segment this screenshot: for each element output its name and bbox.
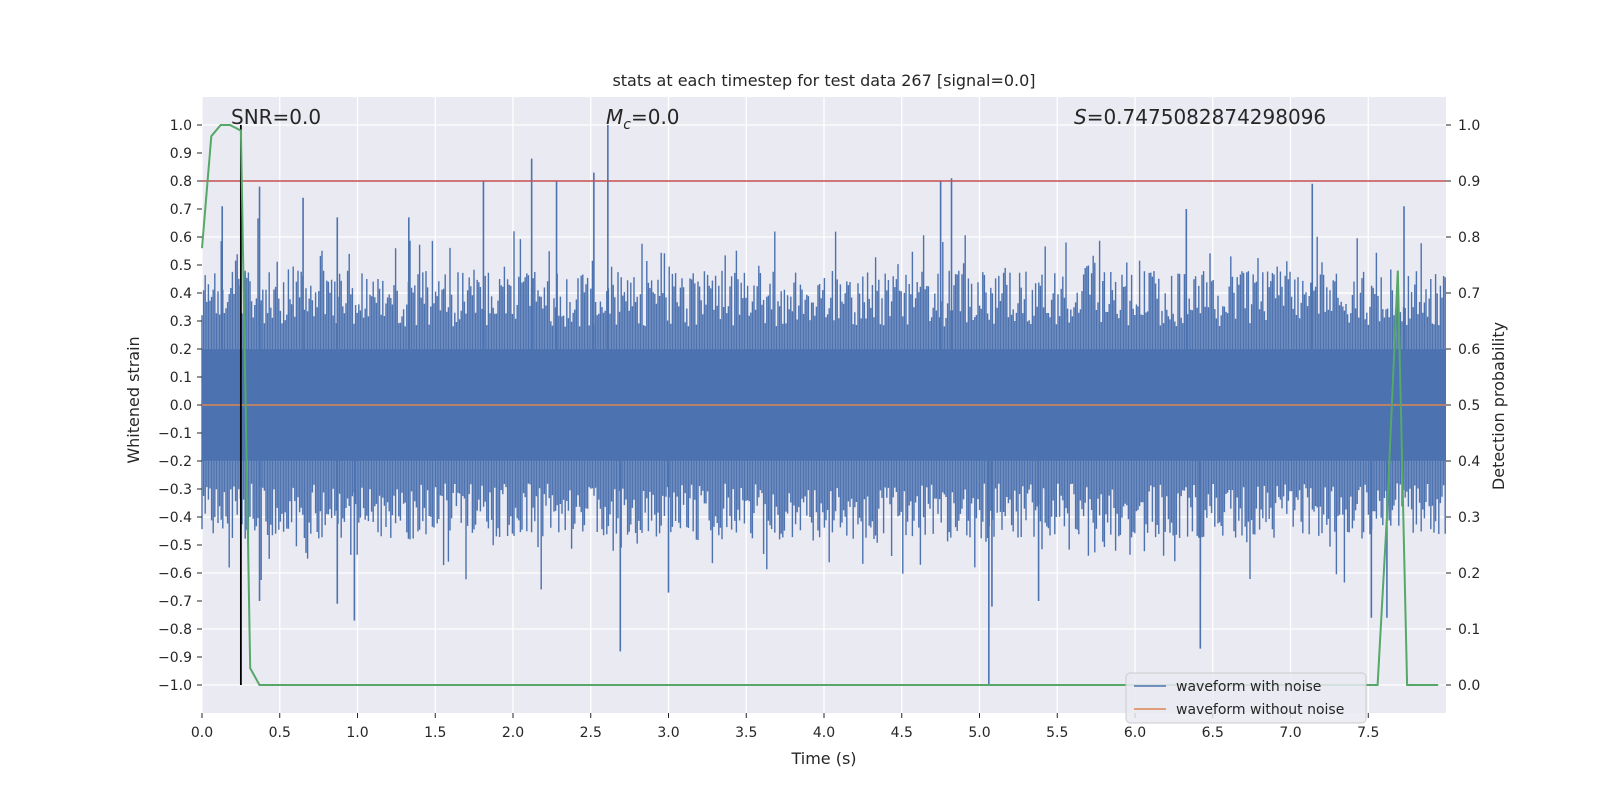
x-axis-label: Time (s)	[790, 749, 856, 768]
y-tick-label: −0.8	[158, 622, 192, 638]
y2-tick-label: 0.5	[1458, 398, 1480, 414]
y-tick-label: 0.2	[170, 342, 192, 358]
series-detection-probability	[201, 124, 1439, 686]
y2-tick-label: 1.0	[1458, 118, 1480, 134]
x-tick-label: 7.0	[1279, 725, 1301, 741]
y-tick-label: −0.2	[158, 454, 192, 470]
x-tick-label: 4.5	[891, 725, 913, 741]
y-tick-label: 0.9	[170, 146, 192, 162]
y2-tick-label: 0.4	[1458, 454, 1480, 470]
x-tick-label: 0.0	[191, 725, 213, 741]
y-tick-label: 0.7	[170, 202, 192, 218]
y-tick-label: 0.1	[170, 370, 192, 386]
y-tick-label: −0.4	[158, 510, 192, 526]
y2-tick-label: 0.7	[1458, 286, 1480, 302]
x-tick-label: 7.5	[1357, 725, 1379, 741]
y2-tick-label: 0.8	[1458, 230, 1480, 246]
y-axis-ticks: 1.0 0.9 0.8 0.7 0.6 0.5 0.4 0.3 0.2 0.1 0.0 −0.1 −0.…	[158, 118, 202, 694]
y2-tick-label: 0.0	[1458, 678, 1480, 694]
x-tick-label: 2.0	[502, 725, 524, 741]
y-tick-label: −0.6	[158, 566, 192, 582]
legend-box	[1125, 672, 1367, 724]
y-tick-label: 1.0	[170, 118, 192, 134]
y-tick-label: −0.3	[158, 482, 192, 498]
y-tick-label: 0.5	[170, 258, 192, 274]
x-tick-label: 5.0	[968, 725, 990, 741]
x-tick-label: 1.0	[346, 725, 368, 741]
legend-label-waveform-without-noise: waveform without noise	[1176, 702, 1344, 718]
chirp-mass-subscript: c	[623, 117, 631, 133]
x-tick-label: 3.0	[657, 725, 679, 741]
y2-axis-label: Detection probability	[1489, 322, 1508, 490]
y2-tick-label: 0.1	[1458, 622, 1480, 638]
y2-axis-ticks: 1.0 0.9 0.8 0.7 0.6 0.5 0.4 0.3 0.2 0.1 0.0	[1446, 118, 1480, 694]
x-tick-label: 2.5	[580, 725, 602, 741]
y-tick-label: −0.1	[158, 426, 192, 442]
y-tick-label: 0.6	[170, 230, 192, 246]
x-tick-label: 3.5	[735, 725, 757, 741]
legend-label-waveform-with-noise: waveform with noise	[1176, 679, 1321, 695]
x-tick-label: 5.5	[1046, 725, 1068, 741]
chirp-mass-annotation: Mc=0.0	[606, 105, 680, 133]
chirp-mass-value: =0.0	[631, 105, 680, 129]
y-tick-label: −1.0	[158, 678, 192, 694]
snr-annotation: SNR=0.0	[231, 105, 321, 129]
y2-tick-label: 0.2	[1458, 566, 1480, 582]
y-tick-label: −0.9	[158, 650, 192, 666]
score-annotation: S=0.7475082874298096	[1074, 105, 1326, 129]
chirp-mass-symbol: M	[606, 105, 623, 129]
x-tick-label: 0.5	[269, 725, 291, 741]
y2-tick-label: 0.9	[1458, 174, 1480, 190]
y-tick-label: 0.3	[170, 314, 192, 330]
y-tick-label: 0.4	[170, 286, 192, 302]
score-symbol: S	[1074, 105, 1087, 129]
y-tick-label: 0.8	[170, 174, 192, 190]
chart-title: stats at each timestep for test data 267…	[612, 71, 1035, 90]
y2-tick-label: 0.6	[1458, 342, 1480, 358]
y-axis-label: Whitened strain	[124, 336, 143, 463]
y-tick-label: −0.5	[158, 538, 192, 554]
y2-tick-label: 0.3	[1458, 510, 1480, 526]
x-tick-label: 1.5	[424, 725, 446, 741]
y-tick-label: 0.0	[170, 398, 192, 414]
legend: waveform with noise waveform without noi…	[1125, 672, 1367, 724]
x-tick-label: 6.5	[1202, 725, 1224, 741]
x-tick-label: 6.0	[1124, 725, 1146, 741]
score-value: =0.7475082874298096	[1087, 105, 1326, 129]
y-tick-label: −0.7	[158, 594, 192, 610]
x-tick-label: 4.0	[813, 725, 835, 741]
x-axis-ticks: 0.0 0.5 1.0 1.5 2.0 2.5 3.0 3.5 4.0 4.5 5.0 5.5 6.0 6…	[191, 713, 1379, 741]
